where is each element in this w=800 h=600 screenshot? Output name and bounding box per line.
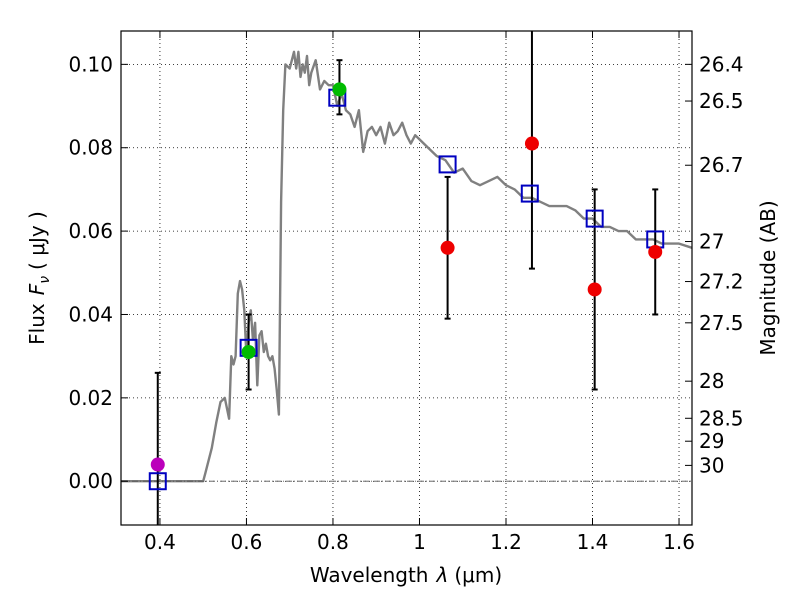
y-tick-label: 0.04 (68, 302, 113, 326)
y-tick-label: 0.10 (68, 52, 113, 76)
y-tick-label: 0.02 (68, 386, 113, 410)
model-points (148, 88, 665, 491)
y2-tick-label: 26.4 (699, 52, 744, 76)
model-point (438, 155, 457, 174)
y2-tick-label: 27.2 (699, 270, 744, 294)
y-axis-ticks: 0.00 0.02 0.04 0.06 0.08 0.10 (68, 52, 128, 493)
y2-tick-label: 28.5 (699, 406, 744, 430)
plot-frame (120, 30, 693, 526)
y2-tick-label: 27.5 (699, 311, 744, 335)
observed-point (524, 136, 539, 151)
x-axis-ticks: 0.4 0.6 0.8 1 1.2 1.4 1.6 (144, 31, 695, 554)
observed-point (241, 344, 256, 359)
y-tick-label: 0.06 (68, 219, 113, 243)
y2-tick-label: 26.5 (699, 89, 744, 113)
observed-point (150, 457, 165, 472)
x-tick-label: 1.4 (577, 530, 609, 554)
sed-template-layer (121, 50, 693, 483)
x-tick-label: 0.6 (231, 530, 263, 554)
observed-point (440, 240, 455, 255)
y2-tick-label: 29 (699, 429, 724, 453)
model-point (520, 184, 539, 203)
x-axis-label: Wavelength λ (μm) (310, 563, 502, 587)
y-tick-label: 0.08 (68, 136, 113, 160)
y2-tick-label: 26.7 (699, 153, 744, 177)
grid (121, 31, 692, 525)
sed-curve (121, 50, 693, 483)
observed-points (150, 82, 663, 472)
x-tick-label: 1.6 (663, 530, 695, 554)
y2-tick-label: 30 (699, 453, 724, 477)
y-axis-label: FluxFν( μJy ) (25, 211, 53, 345)
x-tick-label: 1.2 (490, 530, 522, 554)
x-tick-label: 0.8 (317, 530, 349, 554)
error-bars (154, 31, 659, 525)
y2-tick-label: 27 (699, 230, 724, 254)
x-tick-label: 1 (413, 530, 426, 554)
y-tick-label: 0.00 (68, 469, 113, 493)
observed-point (648, 244, 663, 259)
observed-point (587, 282, 602, 297)
model-point (148, 472, 167, 491)
x-tick-label: 0.4 (144, 530, 176, 554)
y2-tick-label: 28 (699, 369, 724, 393)
observed-point (332, 82, 347, 97)
model-point (585, 209, 604, 228)
y2-axis-label: Magnitude (AB) (756, 200, 780, 355)
